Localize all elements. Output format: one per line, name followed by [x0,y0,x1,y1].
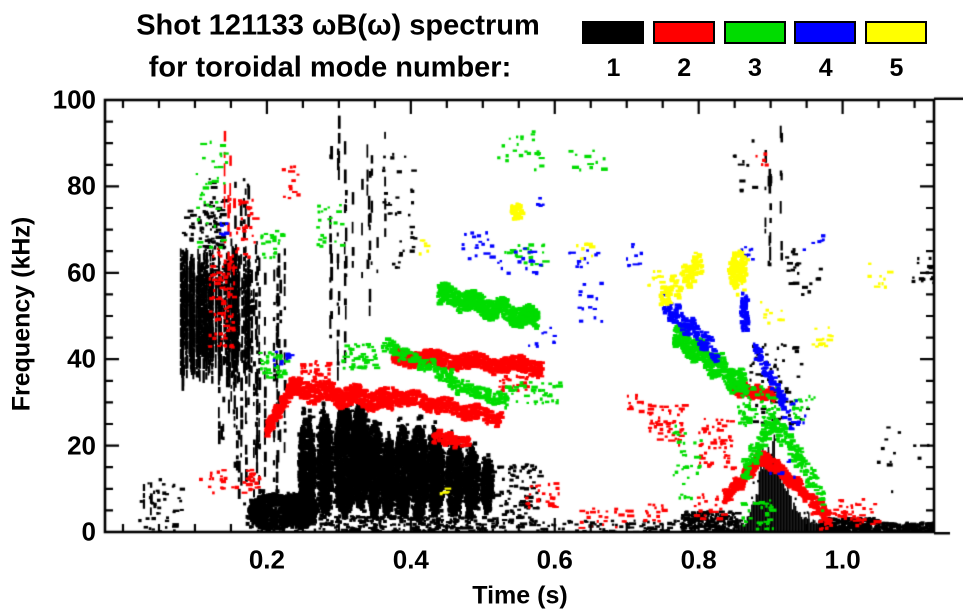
chart-subtitle: for toroidal mode number: [148,51,512,84]
legend-swatch-mode-5 [865,21,927,44]
legend-swatch-mode-2 [652,21,715,44]
x-axis-label: Time (s) [472,581,568,610]
legend-swatch-mode-4 [794,21,857,44]
x-tick-label: 0.6 [536,544,573,575]
x-tick-label: 0.8 [680,544,717,575]
chart-title: Shot 121133 ωB(ω) spectrum [136,9,540,42]
x-tick-label: 0.2 [248,544,285,575]
legend-label-mode-2: 2 [677,54,692,82]
x-tick-label: 0.4 [392,544,429,575]
legend-label-mode-4: 4 [818,54,833,82]
y-tick-label: 100 [52,84,96,115]
legend-label-mode-5: 5 [889,54,904,82]
y-axis-label: Frequency (kHz) [7,216,36,412]
y-tick-label: 0 [81,516,96,547]
y-tick-label: 40 [67,343,96,374]
legend-swatch-mode-1 [582,21,644,44]
x-tick-label: 1.0 [824,544,861,575]
legend-label-mode-3: 3 [748,54,762,82]
legend-swatch-mode-3 [723,21,786,44]
y-tick-label: 60 [67,257,96,288]
legend-label-mode-1: 1 [606,54,621,82]
y-tick-label: 80 [67,170,96,201]
y-tick-label: 20 [67,430,96,461]
